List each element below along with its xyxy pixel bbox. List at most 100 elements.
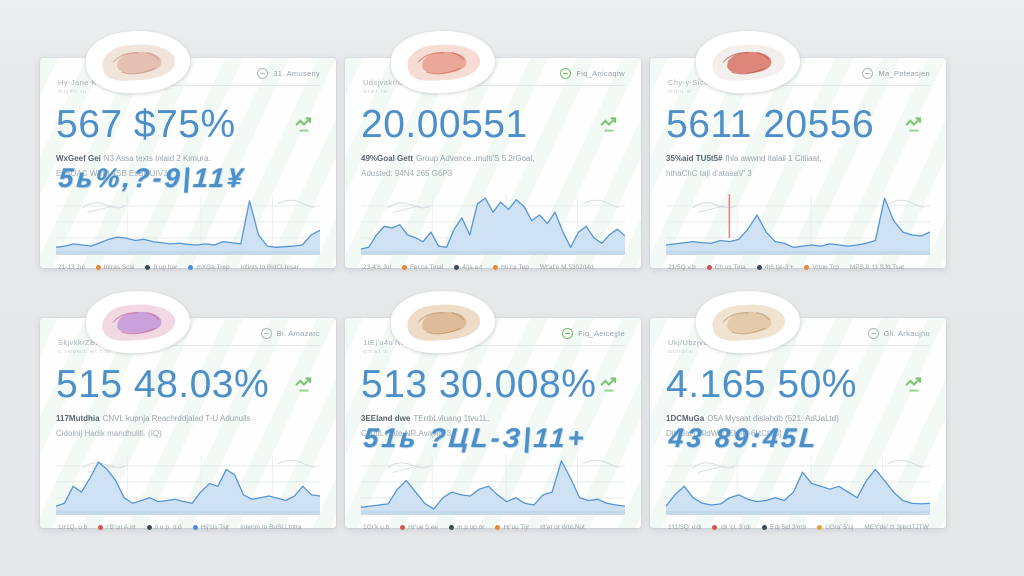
card-menu[interactable]: Ma_Peteasjen xyxy=(780,68,930,86)
stat-row: 5611 20556 xyxy=(666,104,930,150)
sticker-sketch-lines xyxy=(722,52,770,75)
sketch-doodle-icon xyxy=(82,200,314,212)
stat-row: 567 $75% xyxy=(56,104,320,150)
dashboard-card[interactable]: Hy-Jane KUWF? mlymt ru 31. Amuseny 567 $… xyxy=(40,28,336,271)
area-chart xyxy=(361,451,625,515)
card-menu[interactable]: Fiq_Aeicejjte xyxy=(475,328,625,346)
sketch-doodle-icon xyxy=(692,460,924,472)
legend-item[interactable]: Hij'cis Tsjr xyxy=(192,524,229,531)
legend-dot xyxy=(493,265,499,270)
subtitle-line2: hthaChC tajl d'ataaaV' 3 xyxy=(666,169,752,178)
subtitle-line2: Cidolnij Hadik mandhuliti. (IQ) xyxy=(56,429,162,438)
card-header: 1tEj'u4u'/Wtwvwv wmwt w Fiq_Aeicejjte xyxy=(361,328,625,355)
card-menu[interactable]: Gli. Arkaujnu xyxy=(780,328,930,346)
stat-row: 513 30.008% xyxy=(361,364,625,410)
legend: 21-13 Jul Intras Scai 8 up bar mXGa Trep… xyxy=(56,264,320,271)
dashboard-card[interactable]: Udsjvakr/Burtrik wrwt tw Fiq_Anicaqtw 20… xyxy=(345,28,641,271)
area-line xyxy=(361,461,625,509)
legend-item[interactable]: 5'dj 5jd 3'rrdi xyxy=(761,524,806,531)
legend-item[interactable]: Hr'ue 5.ee xyxy=(400,524,438,531)
legend-item[interactable]: 8 up bar xyxy=(145,264,177,271)
legend-dot xyxy=(400,525,406,530)
card-title-block: Chy-y-SicBumps mthu w xyxy=(666,68,729,95)
legend-item[interactable]: Vrtoe Trp xyxy=(804,264,839,271)
legend-item[interactable]: mXGa Trep xyxy=(188,264,230,271)
legend-dot xyxy=(756,265,762,270)
globe-icon xyxy=(867,328,879,339)
sticker-blob-inner xyxy=(117,51,162,74)
axis-date-label: 1rr1Q. u.b xyxy=(58,524,88,531)
legend-item[interactable]: Fel.ca Tinal xyxy=(401,264,443,271)
dashboard-card[interactable]: 1tEj'u4u'/Wtwvwv wmwt w Fiq_Aeicejjte 51… xyxy=(345,288,641,531)
legend-item[interactable]: Ch.us Tina xyxy=(706,264,746,271)
dashboard-card[interactable]: SkjvkkrZBtrwvr s swpwm wt t st Bi. Amaza… xyxy=(40,288,336,531)
area-line xyxy=(56,462,320,506)
legend-item[interactable]: 4t6 tje-3'+ xyxy=(756,264,793,271)
header-label: 31. Amuseny xyxy=(273,69,320,78)
card-menu[interactable]: 31. Amuseny xyxy=(170,68,320,86)
card-menu[interactable]: Fiq_Anicaqtw xyxy=(475,68,625,86)
chart-area: 5ь%,?-9|11¥ xyxy=(56,163,320,255)
header-label: Fiq_Aeicejjte xyxy=(578,329,625,338)
chart-area: 43 89:45L xyxy=(666,423,930,515)
legend-note: Intints to BidCLhisar xyxy=(240,264,299,271)
sketch-doodle-icon xyxy=(692,200,924,212)
area-line xyxy=(56,201,320,247)
legend: 1rr1Q. u.b r'B'un A.nt ó u.p. ó.ó Hij'ci… xyxy=(56,524,320,531)
subtitle-rest: TErrbLvluang 1tvu1L. xyxy=(413,414,490,423)
legend-item[interactable]: Intras Scai xyxy=(95,264,134,271)
legend-dot xyxy=(192,525,198,530)
card-subtitle-tiny: wmwt w xyxy=(363,349,389,355)
area-chart xyxy=(666,451,930,515)
legend-item[interactable]: Hr'uu Tijr xyxy=(495,524,529,531)
card-title: 1tEj'u4u'/Wtwvwv xyxy=(363,338,428,347)
card-menu[interactable]: Bi. Amazarc xyxy=(170,328,320,346)
subtitle-bold: 35%aid TU5t5# xyxy=(666,154,723,163)
card-title-block: SkjvkkrZBtrwvr s swpwm wt t st xyxy=(56,328,114,355)
stat-value: 4.165 50% xyxy=(666,363,857,406)
legend-dot xyxy=(454,265,460,270)
subtitle-rest: fhla awwnd italail 1 Citiiaat, xyxy=(725,154,822,163)
subtitle-line2: DjtAJat'L 4IdW' DEM-R-6ljtCt'J3] xyxy=(666,429,782,438)
header-label: Fiq_Anicaqtw xyxy=(576,69,625,78)
card-title: Ukj/UbzjvBwtrater xyxy=(668,338,735,347)
base-band xyxy=(666,510,930,515)
legend-item[interactable]: /di.'ci. 3'rdi xyxy=(712,524,751,531)
subtitle-bold: 1DCMuGa xyxy=(666,414,705,423)
subtitle-bold: 49%Goal Gett xyxy=(361,154,414,163)
card-title-block: Hy-Jane KUWF? mlymt ru xyxy=(56,68,119,95)
legend-item[interactable]: m.p op.or xyxy=(448,524,484,531)
subtitle-rest: O5A Mysaat dislahdb (521. AdUaLtd) xyxy=(707,414,839,423)
area-fill xyxy=(361,198,625,252)
base-band xyxy=(361,250,625,255)
legend-item[interactable]: UGta' 5'uj xyxy=(817,524,853,531)
globe-icon xyxy=(260,328,272,339)
sticker-blob-inner xyxy=(422,311,467,334)
card-subtitle-tiny: mthu w xyxy=(668,89,692,95)
legend-item[interactable]: 4/ja a-t xyxy=(454,264,482,271)
subtitle-line2: CjtutiL Hate NR.Avajhat'3 xyxy=(361,429,452,438)
stat-row: 4.165 50% xyxy=(666,364,930,410)
base-band xyxy=(666,250,930,255)
base-band xyxy=(56,250,320,255)
dashboard-card[interactable]: Chy-y-SicBumps mthu w Ma_Peteasjen 5611 … xyxy=(650,28,946,271)
area-line xyxy=(666,198,930,247)
area-fill xyxy=(666,469,930,512)
legend-note: rit'et ot WbLNut xyxy=(540,524,585,531)
legend-item[interactable]: hti.ca Tep xyxy=(493,264,529,271)
trend-up-icon xyxy=(600,377,617,392)
card-title-block: 1tEj'u4u'/Wtwvwv wmwt w xyxy=(361,328,427,355)
dashboard-card[interactable]: Ukj/UbzjvBwtrater wtmwtw Gli. Arkaujnu 4… xyxy=(650,288,946,531)
legend-item[interactable]: ó u.p. ó.ó xyxy=(146,524,182,531)
sketch-doodle-icon xyxy=(387,460,619,472)
card-title-block: Ukj/UbzjvBwtrater wtmwtw xyxy=(666,328,734,355)
stat-value: 20.00551 xyxy=(361,103,528,146)
legend-item[interactable]: r'B'un A.nt xyxy=(98,524,136,531)
legend-note: MPSJL t3 SJtLTsat xyxy=(849,264,904,271)
legend-dot xyxy=(804,265,810,270)
chart-area xyxy=(666,191,930,255)
card-header: Hy-Jane KUWF? mlymt ru 31. Amuseny xyxy=(56,68,320,95)
stat-value: 567 $75% xyxy=(56,103,236,146)
subtitle-bold: 3EEland dwe xyxy=(361,414,411,423)
sticker-sketch-lines xyxy=(112,52,160,75)
